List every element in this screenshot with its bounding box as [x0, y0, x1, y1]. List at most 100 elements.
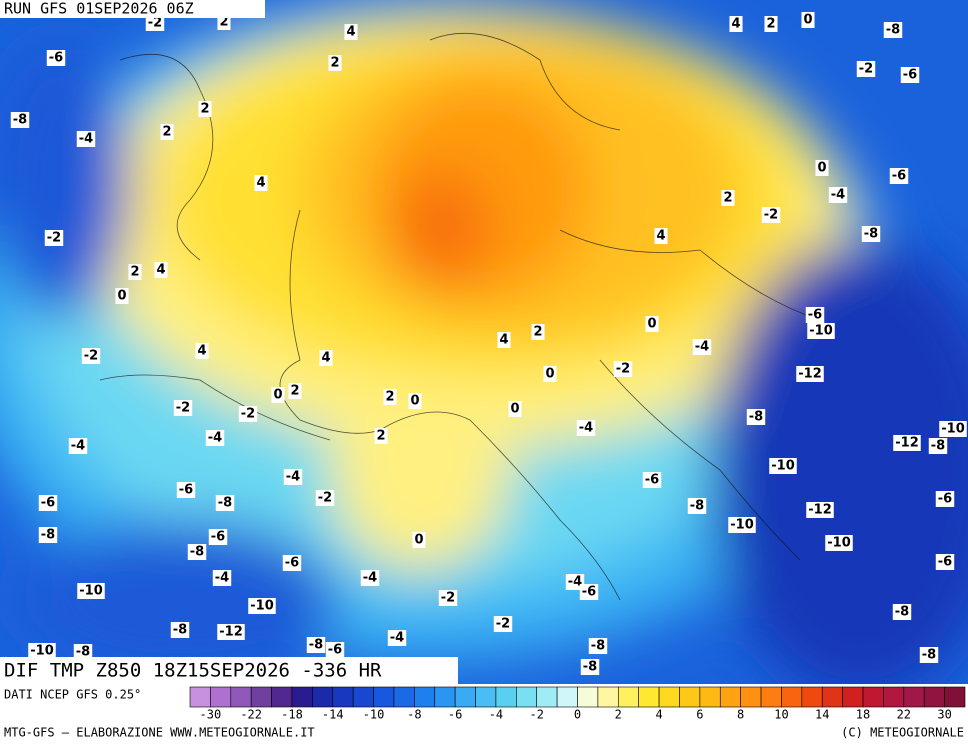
contour-label: -4 [579, 421, 593, 436]
contour-label-bg [408, 393, 422, 409]
contour-label: -4 [568, 575, 582, 590]
contour-label: -4 [208, 431, 222, 446]
contour-label-bg [493, 616, 513, 632]
contour-label-bg [805, 307, 825, 323]
contour-label: 4 [346, 25, 355, 40]
colorbar-label: 18 [856, 708, 870, 722]
contour-label: 0 [647, 317, 656, 332]
colorbar-swatch [210, 686, 232, 708]
contour-label: -6 [49, 51, 63, 66]
contour-label-bg [360, 570, 380, 586]
colorbar-swatch [516, 686, 538, 708]
contour-label-bg [208, 529, 228, 545]
contour-label: -6 [582, 585, 596, 600]
contour-label: -8 [218, 496, 232, 511]
contour-label: -8 [886, 23, 900, 38]
colorbar-swatch [617, 686, 639, 708]
contour-label: 0 [273, 388, 282, 403]
contour-label: 2 [376, 429, 385, 444]
contour-label: -4 [286, 470, 300, 485]
colorbar-swatch [393, 686, 415, 708]
contour-labels: -2 244 2 0-8-6 2 -2 -62-82-40-64-42-2-2 4 -82 40-… [10, 12, 967, 675]
contour-label-bg [645, 316, 659, 332]
contour-label: 0 [414, 533, 423, 548]
colorbar-swatch [556, 686, 578, 708]
contour-label-bg [46, 50, 66, 66]
contour-label-bg [195, 343, 209, 359]
contour-label: -12 [219, 625, 243, 640]
contour-label-bg [115, 288, 129, 304]
contour-label: -2 [241, 407, 255, 422]
contour-label: -6 [938, 555, 952, 570]
colorbar-label: 14 [815, 708, 829, 722]
contour-label-bg [796, 366, 824, 382]
title-box [0, 657, 458, 684]
contour-label: 4 [656, 229, 665, 244]
contour-label-bg [729, 16, 743, 32]
contour-label: -8 [591, 639, 605, 654]
colorbar-label: -22 [240, 708, 262, 722]
contour-label-bg [319, 350, 333, 366]
contour-label-bg [170, 622, 190, 638]
contour-label: 2 [330, 56, 339, 71]
contour-label-bg [288, 383, 302, 399]
contour-label: -2 [148, 16, 162, 31]
contour-label: -10 [809, 324, 833, 339]
contour-label-bg [387, 630, 407, 646]
contour-label-bg [128, 264, 142, 280]
contour-label-bg [44, 230, 64, 246]
contour-label: -6 [645, 473, 659, 488]
colorbar-swatch [781, 686, 803, 708]
contour-label: 4 [197, 344, 206, 359]
colorbar-label: -2 [529, 708, 543, 722]
colorbar-swatch [719, 686, 741, 708]
colorbar-swatch [352, 686, 374, 708]
contour-label: 2 [200, 102, 209, 117]
contour-label-bg [187, 544, 207, 560]
contour-label: -12 [808, 503, 832, 518]
contour-label: 0 [117, 289, 126, 304]
colorbar-swatch [577, 686, 599, 708]
contour-label: -4 [215, 571, 229, 586]
contour-label-bg [176, 482, 196, 498]
contour-label-bg [145, 15, 165, 31]
colorbar-swatch [414, 686, 436, 708]
colorbar-label: -30 [200, 708, 222, 722]
colorbar-label: -6 [448, 708, 462, 722]
map-field [0, 0, 968, 684]
colorbar-swatch [699, 686, 721, 708]
contour-label-bg [306, 637, 326, 653]
contour-label: -2 [764, 208, 778, 223]
contour-label-bg [248, 598, 276, 614]
contour-label: 0 [803, 13, 812, 28]
contour-label: -10 [30, 644, 54, 659]
contour-label: -6 [892, 169, 906, 184]
contour-label: -12 [798, 367, 822, 382]
contour-label: -8 [690, 499, 704, 514]
contour-label: -6 [903, 68, 917, 83]
colorbar-swatch [332, 686, 354, 708]
contour-label: 2 [130, 265, 139, 280]
contour-label: 4 [256, 176, 265, 191]
contour-label: -8 [749, 410, 763, 425]
contour-label: -4 [79, 132, 93, 147]
contour-label: -8 [173, 623, 187, 638]
contour-label: -10 [79, 584, 103, 599]
colorbar-label: 2 [615, 708, 622, 722]
contour-label: -2 [47, 231, 61, 246]
contour-label: -8 [583, 660, 597, 675]
contour-label-bg [212, 570, 232, 586]
contour-label-bg [73, 644, 93, 660]
contour-label-bg [315, 490, 335, 506]
colorbar-swatch [658, 686, 680, 708]
contour-label-bg [217, 624, 245, 640]
contour-label-bg [856, 61, 876, 77]
contour-label-bg [764, 16, 778, 32]
colorbar-label: -18 [281, 708, 303, 722]
contour-label-bg [935, 491, 955, 507]
contour-label-bg [580, 659, 600, 675]
contour-label-bg [383, 389, 397, 405]
footer-left: MTG-GFS – ELABORAZIONE WWW.METEOGIORNALE… [4, 726, 315, 740]
contour-label-bg [642, 472, 662, 488]
contour-label: -6 [41, 496, 55, 511]
